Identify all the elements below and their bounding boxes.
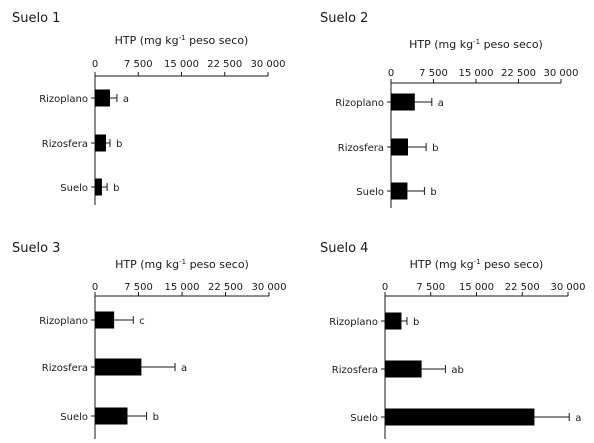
x-tick-label: 7 500 bbox=[124, 282, 153, 293]
panel-title: Suelo 3 bbox=[12, 241, 60, 256]
x-tick-label: 30 000 bbox=[551, 282, 586, 293]
x-axis-title: HTP (mg kg-1 peso seco) bbox=[409, 38, 543, 51]
significance-label: b bbox=[153, 412, 159, 423]
x-tick-label: 7 500 bbox=[419, 68, 448, 79]
significance-label: a bbox=[181, 363, 187, 374]
significance-label: b bbox=[113, 183, 119, 194]
category-label: Rizosfera bbox=[338, 143, 384, 154]
x-axis-title: HTP (mg kg-1 peso seco) bbox=[410, 258, 544, 271]
x-tick-label: 30 000 bbox=[251, 59, 286, 70]
x-tick-label: 0 bbox=[92, 282, 98, 293]
x-axis-title: HTP (mg kg-1 peso seco) bbox=[115, 34, 249, 47]
significance-label: c bbox=[139, 316, 145, 327]
category-label: Suelo bbox=[60, 412, 88, 423]
x-tick-label: 15 000 bbox=[165, 282, 200, 293]
significance-label: a bbox=[438, 98, 444, 109]
category-label: Rizosfera bbox=[42, 139, 88, 150]
x-tick-label: 22 500 bbox=[505, 282, 540, 293]
chart-panel-4: Suelo 4 HTP (mg kg-1 peso seco) 0 7 500 15 0… bbox=[320, 241, 586, 439]
significance-label: ab bbox=[451, 365, 463, 376]
category-label: Rizosfera bbox=[42, 363, 88, 374]
x-tick-label: 0 bbox=[388, 68, 394, 79]
x-tick-label: 22 500 bbox=[208, 282, 243, 293]
x-tick-label: 15 000 bbox=[164, 59, 199, 70]
bar bbox=[385, 360, 422, 378]
category-label: Suelo bbox=[350, 413, 378, 424]
x-tick-label: 30 000 bbox=[544, 68, 579, 79]
bar bbox=[385, 408, 535, 426]
bar bbox=[95, 89, 110, 107]
category-label: Rizoplano bbox=[329, 317, 378, 328]
chart-panel-2: Suelo 2 HTP (mg kg-1 peso seco) 0 7 500 15 0… bbox=[320, 11, 579, 208]
category-label: Suelo bbox=[356, 187, 384, 198]
significance-label: b bbox=[430, 187, 436, 198]
significance-label: b bbox=[413, 317, 419, 328]
bar bbox=[95, 358, 142, 376]
category-label: Rizoplano bbox=[335, 98, 384, 109]
x-tick-label: 22 500 bbox=[207, 59, 242, 70]
bar bbox=[391, 138, 408, 156]
category-label: Rizosfera bbox=[332, 365, 378, 376]
bar bbox=[95, 178, 102, 196]
significance-label: b bbox=[116, 139, 122, 150]
bar bbox=[385, 312, 402, 330]
panel-title: Suelo 2 bbox=[320, 11, 368, 26]
panel-title: Suelo 1 bbox=[12, 11, 60, 26]
panel-title: Suelo 4 bbox=[320, 241, 368, 256]
x-axis-title: HTP (mg kg-1 peso seco) bbox=[115, 258, 249, 271]
bar bbox=[95, 311, 115, 329]
x-tick-label: 30 000 bbox=[252, 282, 287, 293]
x-tick-label: 7 500 bbox=[416, 282, 445, 293]
x-tick-label: 0 bbox=[382, 282, 388, 293]
x-tick-label: 0 bbox=[92, 59, 98, 70]
chart-panel-3: Suelo 3 HTP (mg kg-1 peso seco) 0 7 500 15 0… bbox=[12, 241, 287, 439]
significance-label: b bbox=[432, 143, 438, 154]
x-tick-label: 22 500 bbox=[501, 68, 536, 79]
category-label: Rizoplano bbox=[39, 316, 88, 327]
chart-panel-1: Suelo 1 HTP (mg kg-1 peso seco) 0 7 500 15 0… bbox=[12, 11, 286, 205]
x-tick-label: 15 000 bbox=[459, 68, 494, 79]
significance-label: a bbox=[123, 94, 129, 105]
bar bbox=[391, 93, 415, 111]
category-label: Rizoplano bbox=[39, 94, 88, 105]
bar bbox=[391, 182, 408, 200]
bar bbox=[95, 407, 128, 425]
x-tick-label: 7 500 bbox=[124, 59, 153, 70]
category-label: Suelo bbox=[60, 183, 88, 194]
significance-label: a bbox=[575, 413, 581, 424]
bar bbox=[95, 134, 106, 152]
x-tick-label: 15 000 bbox=[459, 282, 494, 293]
